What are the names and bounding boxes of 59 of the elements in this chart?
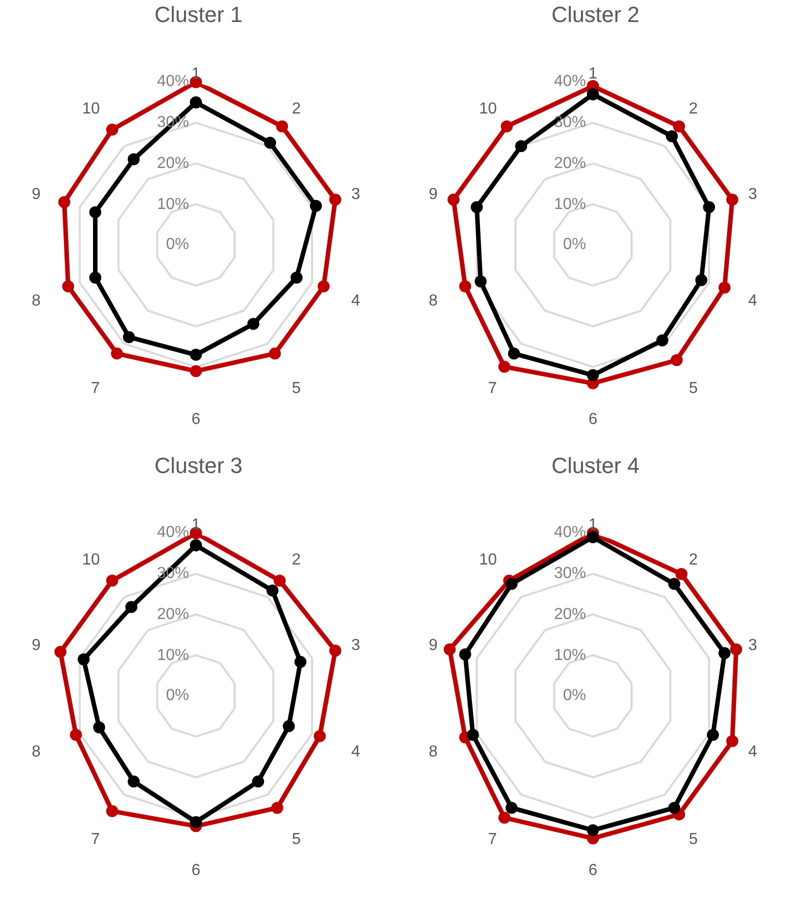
y-tick-label: 20%	[157, 155, 190, 172]
spoke-label: 9	[32, 186, 41, 203]
spoke-label: 6	[191, 862, 200, 880]
spoke-label: 3	[351, 636, 360, 654]
y-tick-label: 20%	[157, 606, 190, 623]
spoke-label: 6	[191, 411, 200, 428]
spoke-label: 7	[488, 380, 498, 398]
spoke-label: 4	[351, 292, 360, 310]
spoke-label: 5	[688, 831, 698, 848]
y-tick-label: 20%	[554, 606, 586, 623]
y-tick-label: 0%	[563, 687, 586, 704]
spoke-label: 4	[351, 744, 360, 761]
y-tick-label: 10%	[554, 647, 586, 664]
spoke-label: 8	[428, 292, 438, 310]
y-tick-label: 0%	[563, 236, 586, 253]
y-tick-label: 10%	[554, 196, 586, 213]
spoke-label: 5	[688, 380, 698, 398]
y-tick-label: 0%	[166, 687, 190, 704]
spoke-label: 5	[292, 380, 301, 398]
spoke-label: 6	[588, 862, 598, 880]
y-tick-label: 20%	[554, 155, 586, 172]
y-tick-label: 0%	[166, 236, 190, 253]
y-tick-label: 10%	[157, 196, 190, 213]
spoke-label: 9	[428, 186, 438, 203]
spoke-label: 3	[748, 636, 758, 654]
y-tick-label: 30%	[554, 114, 586, 131]
spoke-label: 10	[479, 100, 498, 118]
spoke-label: 2	[688, 551, 698, 568]
spoke-label: 7	[91, 380, 100, 398]
chart-title: Cluster 4	[551, 453, 640, 478]
y-tick-label: 40%	[157, 524, 190, 541]
spoke-label: 9	[32, 636, 41, 654]
spoke-label: 7	[488, 831, 498, 848]
spoke-label: 3	[748, 186, 758, 203]
spoke-label: 9	[428, 636, 438, 654]
spoke-label: 2	[292, 100, 301, 118]
spoke-label: 4	[748, 744, 758, 761]
spoke-label: 5	[292, 831, 301, 848]
y-tick-label: 40%	[554, 73, 586, 90]
y-tick-label: 40%	[554, 524, 586, 541]
spoke-label: 10	[479, 551, 498, 568]
spoke-label: 2	[292, 551, 301, 568]
spoke-label: 4	[748, 292, 758, 310]
y-tick-label: 30%	[554, 565, 586, 582]
chart-title: Cluster 3	[154, 453, 243, 478]
spoke-label: 8	[32, 292, 41, 310]
chart-title: Cluster 2	[551, 2, 640, 28]
y-tick-label: 40%	[157, 73, 190, 90]
spoke-label: 10	[82, 551, 100, 568]
y-tick-label: 10%	[157, 647, 190, 664]
spoke-label: 3	[351, 186, 360, 203]
spoke-label: 6	[588, 411, 598, 428]
spoke-label: 1	[588, 65, 598, 82]
spoke-label: 2	[688, 100, 698, 118]
spoke-label: 8	[428, 744, 438, 761]
spoke-label: 8	[32, 744, 41, 761]
spoke-label: 7	[91, 831, 100, 848]
chart-title: Cluster 1	[154, 2, 243, 28]
spoke-label: 10	[82, 100, 100, 118]
